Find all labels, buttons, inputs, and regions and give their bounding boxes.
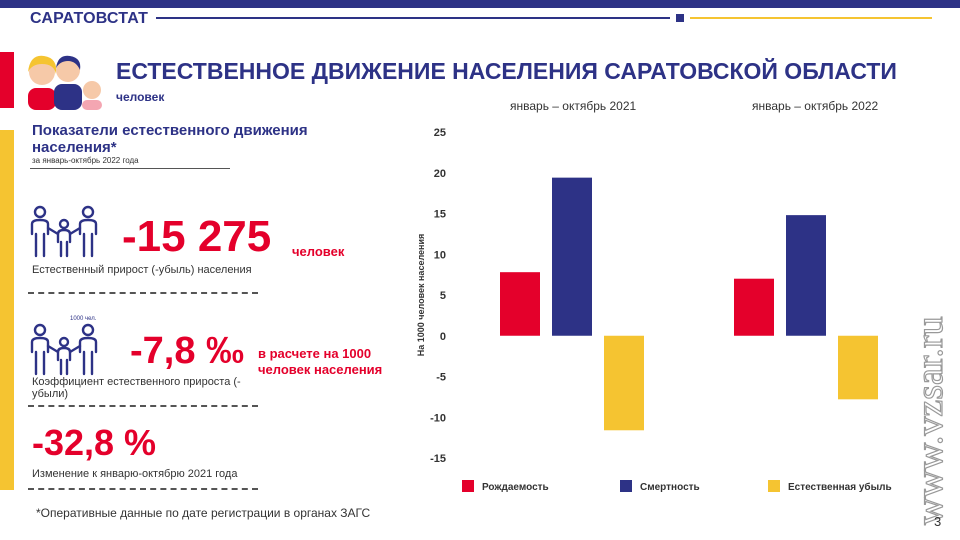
period-label-2022: январь – октябрь 2022 bbox=[752, 99, 879, 113]
y-tick-label: 0 bbox=[440, 331, 446, 343]
family-illustration-icon bbox=[28, 55, 102, 110]
legend-swatch bbox=[768, 480, 780, 492]
legend-swatch bbox=[462, 480, 474, 492]
panel-subtitle: за январь-октябрь 2022 года bbox=[32, 156, 139, 165]
dashed-divider bbox=[28, 405, 258, 407]
y-tick-label: 25 bbox=[434, 127, 446, 139]
natural-growth-value: -15 275 bbox=[122, 212, 272, 261]
y-axis-label: На 1000 человек населения bbox=[416, 234, 426, 357]
page-title: ЕСТЕСТВЕННОЕ ДВИЖЕНИЕ НАСЕЛЕНИЯ САРАТОВС… bbox=[116, 58, 897, 84]
page-number: 3 bbox=[934, 514, 942, 529]
legend-label: Рождаемость bbox=[482, 482, 549, 493]
footnote: *Оперативные данные по дате регистрации … bbox=[36, 506, 371, 520]
header-divider-yellow bbox=[690, 17, 932, 19]
icon-note: 1000 чел. bbox=[70, 316, 97, 322]
bar-2022-natural-decrease bbox=[838, 335, 878, 400]
y-tick-label: 5 bbox=[440, 290, 446, 302]
bar-2021-deaths bbox=[552, 177, 592, 336]
watermark-text: www.vzsar.ru bbox=[909, 316, 951, 525]
header-divider-square bbox=[676, 14, 684, 22]
change-label: Изменение к январю-октябрю 2021 года bbox=[32, 468, 238, 480]
y-tick-label: -5 bbox=[436, 372, 446, 384]
brand-logo-text: САРАТОВСТАТ bbox=[30, 10, 149, 27]
natural-growth-label: Естественный прирост (-убыль) населения bbox=[32, 264, 252, 276]
top-bar bbox=[0, 0, 960, 8]
natural-growth-unit: человек bbox=[292, 244, 345, 259]
unit-label: человек bbox=[116, 90, 165, 104]
y-tick-label: 10 bbox=[434, 249, 446, 261]
dashed-divider bbox=[28, 292, 258, 294]
growth-rate-unit: в расчете на 1000 человек населения bbox=[258, 346, 383, 377]
legend-label: Смертность bbox=[640, 482, 700, 493]
dashed-divider bbox=[28, 488, 258, 490]
panel-divider bbox=[30, 168, 230, 169]
population-bar-chart: 25 20 15 10 5 0 -5 -10 -15 На 1000 человек населе… bbox=[416, 127, 892, 493]
family-icon bbox=[30, 323, 98, 376]
period-label-2021: январь – октябрь 2021 bbox=[510, 99, 637, 113]
side-accent-red bbox=[0, 52, 14, 108]
bar-2022-births bbox=[734, 278, 774, 336]
header-divider-blue bbox=[156, 17, 670, 19]
change-value: -32,8 % bbox=[32, 422, 157, 463]
bar-2021-natural-decrease bbox=[604, 335, 644, 431]
legend-label: Естественная убыль bbox=[788, 481, 892, 493]
growth-rate-value: -7,8 ‰ bbox=[130, 330, 245, 372]
side-accent-yellow bbox=[0, 130, 14, 490]
bar-2022-deaths bbox=[786, 215, 826, 336]
y-tick-label: -15 bbox=[430, 453, 446, 465]
y-tick-label: -10 bbox=[430, 412, 446, 424]
y-tick-label: 20 bbox=[434, 168, 446, 180]
growth-rate-label: Коэффициент естественного прироста (- уб… bbox=[32, 376, 241, 400]
panel-title: Показатели естественного движения населе… bbox=[32, 122, 308, 156]
y-tick-label: 15 bbox=[434, 209, 446, 221]
bar-2021-births bbox=[500, 272, 540, 336]
watermark: www.vzsar.ru bbox=[908, 316, 951, 526]
family-icon bbox=[30, 205, 98, 258]
legend-swatch bbox=[620, 480, 632, 492]
